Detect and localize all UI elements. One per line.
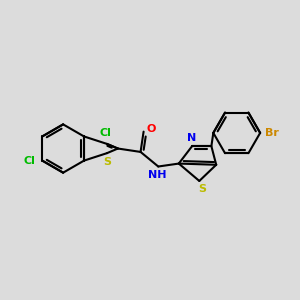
Text: N: N xyxy=(187,133,196,143)
Text: NH: NH xyxy=(148,170,166,180)
Text: Cl: Cl xyxy=(24,156,36,166)
Text: Br: Br xyxy=(265,128,279,138)
Text: O: O xyxy=(146,124,156,134)
Text: S: S xyxy=(198,184,206,194)
Text: Cl: Cl xyxy=(100,128,112,138)
Text: S: S xyxy=(103,157,111,167)
